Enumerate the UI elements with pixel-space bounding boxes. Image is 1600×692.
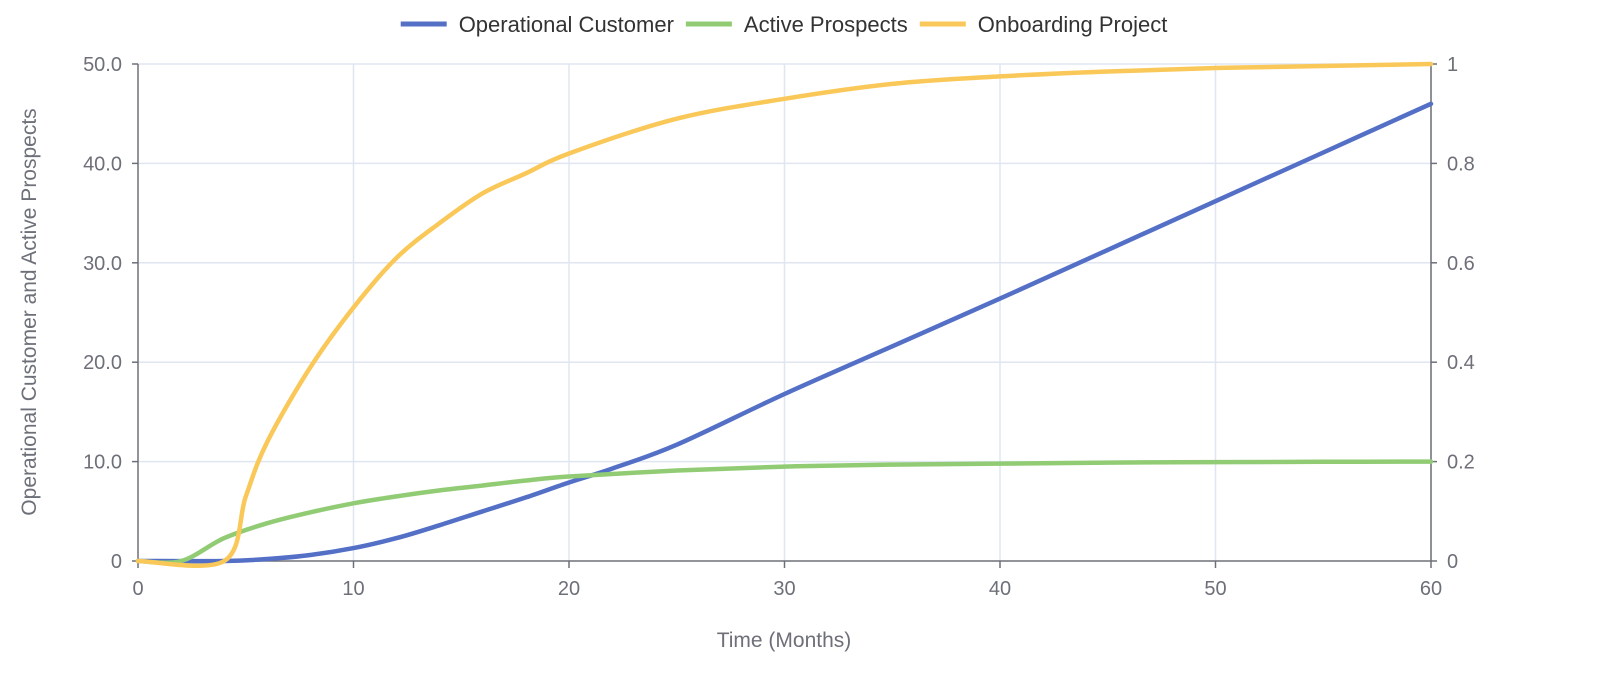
y2-tick-label: 0.8 <box>1447 153 1475 175</box>
series-line-operational-customer <box>135 101 1434 564</box>
y2-tick-label: 0.6 <box>1447 253 1475 275</box>
x-tick-label: 30 <box>773 578 795 600</box>
y-tick-label: 10.0 <box>83 452 122 474</box>
x-tick-label: 10 <box>342 578 364 600</box>
legend-item-onboarding-project[interactable]: Onboarding Project <box>919 12 1168 37</box>
legend-label: Active Prospects <box>744 12 908 37</box>
y-axis-title: Operational Customer and Active Prospect… <box>18 108 41 515</box>
legend-label: Operational Customer <box>459 12 674 37</box>
x-tick-label: 20 <box>558 578 580 600</box>
y2-tick-label: 0.4 <box>1447 352 1475 374</box>
legend[interactable]: Operational Customer Active Prospects Onbo… <box>400 12 1168 37</box>
legend-label: Onboarding Project <box>978 12 1168 37</box>
series-line-active-prospects <box>135 459 1434 565</box>
grid-lines <box>138 63 1432 561</box>
y-tick-label: 40.0 <box>83 153 122 175</box>
y-tick-label: 50.0 <box>83 54 122 76</box>
x-tick-label: 50 <box>1204 578 1226 600</box>
y-tick-label: 20.0 <box>83 352 122 374</box>
y-tick-label: 30.0 <box>83 253 122 275</box>
y-tick-label: 0 <box>111 551 122 573</box>
x-tick-label: 60 <box>1420 578 1442 600</box>
legend-item-active-prospects[interactable]: Active Prospects <box>685 12 908 37</box>
axes <box>132 63 1437 568</box>
x-axis-title: Time (Months) <box>717 629 852 652</box>
tick-labels: 0 10 20 30 40 50 60010.020.030.040.050.000.20.… <box>83 54 1475 600</box>
y2-tick-label: 0.2 <box>1447 452 1475 474</box>
x-tick-label: 40 <box>989 578 1011 600</box>
y2-tick-label: 1 <box>1447 54 1458 76</box>
x-tick-label: 0 <box>132 578 143 600</box>
y2-tick-label: 0 <box>1447 551 1458 573</box>
series-lines <box>135 61 1434 569</box>
legend-item-operational-customer[interactable]: Operational Customer <box>400 12 674 37</box>
series-line-onboarding-project <box>135 61 1434 569</box>
